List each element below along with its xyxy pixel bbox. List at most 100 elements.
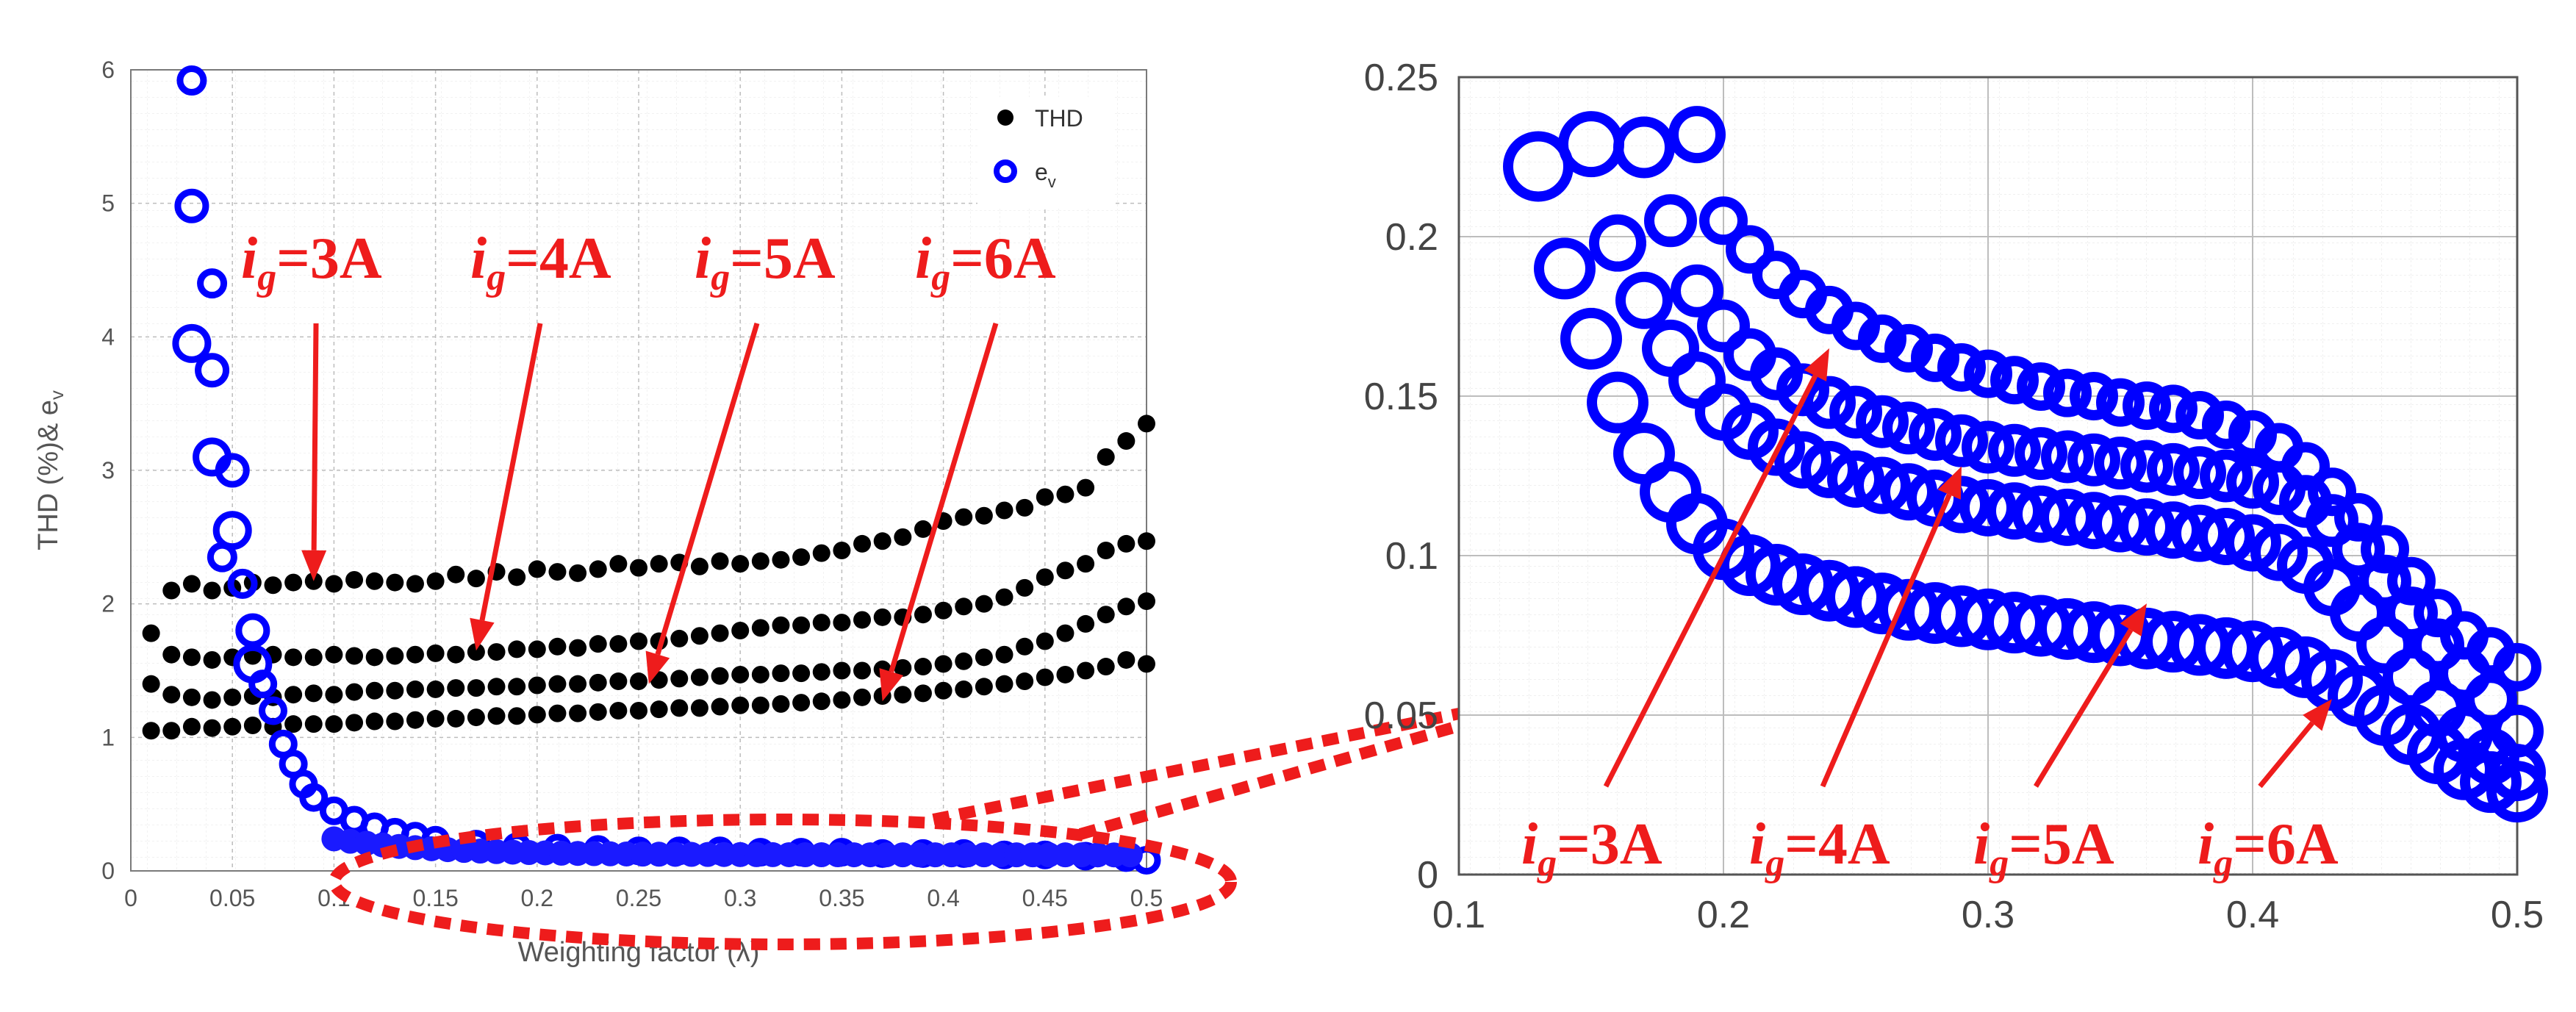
thd-point <box>365 648 384 667</box>
thd-point <box>894 528 912 546</box>
left-y-axis-label: THD (%)& ev <box>33 390 68 550</box>
ev-zoom-point <box>2039 488 2096 546</box>
ev-zoom-point <box>1959 478 2017 536</box>
thd-point <box>751 619 769 637</box>
thd-point <box>182 717 201 736</box>
left-x-tick-label: 0.2 <box>521 885 553 911</box>
right-x-tick-label: 0.3 <box>1962 894 2014 936</box>
ev-point <box>248 670 278 699</box>
zoom-line-lower <box>1078 711 1494 840</box>
thd-point <box>508 707 526 725</box>
thd-point <box>304 648 323 667</box>
left-x-tick-label: 0.45 <box>1022 885 1068 911</box>
thd-point <box>447 679 465 697</box>
thd-point <box>182 688 201 706</box>
thd-point <box>467 570 485 588</box>
thd-point <box>934 681 952 700</box>
left-chart: 0 0.05 0.1 0.15 0.2 0.25 0.3 0.35 0.4 0.45 0.50123… <box>33 57 1163 968</box>
ev-zoom-point <box>2147 442 2200 496</box>
ev-zoom-point <box>2202 401 2250 450</box>
ev-zoom-point <box>1671 264 1723 317</box>
left-arrow-2 <box>645 322 760 684</box>
thd-point <box>528 560 546 578</box>
ev-zoom-point <box>1644 194 1697 248</box>
left-arrow-2-head <box>645 650 670 684</box>
thd-point <box>955 680 973 698</box>
ev-zoom-point <box>2175 391 2224 440</box>
thd-point <box>1056 665 1074 683</box>
left-x-tick-label: 0.15 <box>412 885 458 911</box>
left-marks <box>142 65 1161 875</box>
thd-point <box>690 557 708 575</box>
ev-zoom-point <box>1911 333 1959 382</box>
thd-point <box>365 681 384 700</box>
thd-point <box>630 559 647 577</box>
thd-point <box>548 563 567 581</box>
right-arrow-3-shaft <box>2258 721 2314 789</box>
ev-zoom-point <box>2361 525 2409 574</box>
right-arrow-1-head <box>1937 466 1962 500</box>
thd-point <box>711 552 729 570</box>
thd-point <box>345 647 364 665</box>
thd-point <box>914 684 932 703</box>
thd-point <box>934 601 952 620</box>
left-x-tick-label: 0.4 <box>927 885 959 911</box>
thd-point <box>731 665 750 683</box>
left-y-tick-label: 1 <box>101 724 115 750</box>
ev-zoom-point <box>2171 504 2228 562</box>
thd-point <box>833 661 851 680</box>
ev-zoom-point <box>2460 751 2522 814</box>
left-y-tick-label: 4 <box>101 323 115 350</box>
thd-point <box>162 722 181 740</box>
thd-point <box>690 668 708 686</box>
ev-zoom-point <box>2332 523 2385 576</box>
ev-zoom-point <box>1774 431 1831 489</box>
right-arrow-3-head <box>2303 699 2332 731</box>
thd-point <box>894 658 912 677</box>
left-arrow-3-head <box>879 668 904 702</box>
thd-point <box>995 501 1013 520</box>
zoom-connector <box>329 701 1494 950</box>
ev-zoom-point <box>1856 395 1909 448</box>
thd-point <box>203 691 221 709</box>
right-x-tick-label: 0.2 <box>1697 894 1750 936</box>
left-arrow-0 <box>301 323 327 581</box>
zoom-region-ellipse <box>329 814 1237 950</box>
thd-point <box>406 575 424 593</box>
thd-point <box>833 542 851 559</box>
thd-point <box>772 664 790 683</box>
right-arrow-2-shaft <box>2034 628 2134 788</box>
ev-point <box>197 268 228 299</box>
thd-point <box>487 707 506 725</box>
right-y-tick-label: 0 <box>1417 854 1438 897</box>
ev-zoom-point <box>2118 498 2175 556</box>
thd-point <box>609 702 628 719</box>
left-arrows <box>301 322 999 702</box>
thd-point <box>406 680 424 698</box>
ev-zoom-point <box>1726 225 1774 274</box>
thd-point <box>386 681 404 700</box>
thd-point <box>569 639 587 657</box>
thd-point <box>447 645 465 664</box>
thd-point <box>853 534 872 553</box>
legend-ev-marker <box>994 159 1017 183</box>
right-y-tick-label: 0.05 <box>1364 695 1438 737</box>
thd-point <box>955 508 973 526</box>
thd-point <box>873 608 891 626</box>
thd-point <box>711 697 729 716</box>
thd-point <box>1077 661 1095 680</box>
ev-zoom-point <box>2334 492 2383 542</box>
ev-zoom-point <box>1937 342 1986 392</box>
thd-point <box>650 700 668 719</box>
thd-point <box>650 555 668 573</box>
ev-zoom-point <box>2067 433 2120 487</box>
thd-point <box>284 715 303 733</box>
thd-point <box>223 717 242 736</box>
ev-zoom-point <box>1990 356 2039 405</box>
left-y-tick-label: 6 <box>101 57 115 83</box>
ev-zoom-point <box>1615 271 1673 329</box>
thd-point <box>1097 658 1115 676</box>
thd-point <box>670 699 689 717</box>
ev-zoom-point <box>2226 456 2279 509</box>
